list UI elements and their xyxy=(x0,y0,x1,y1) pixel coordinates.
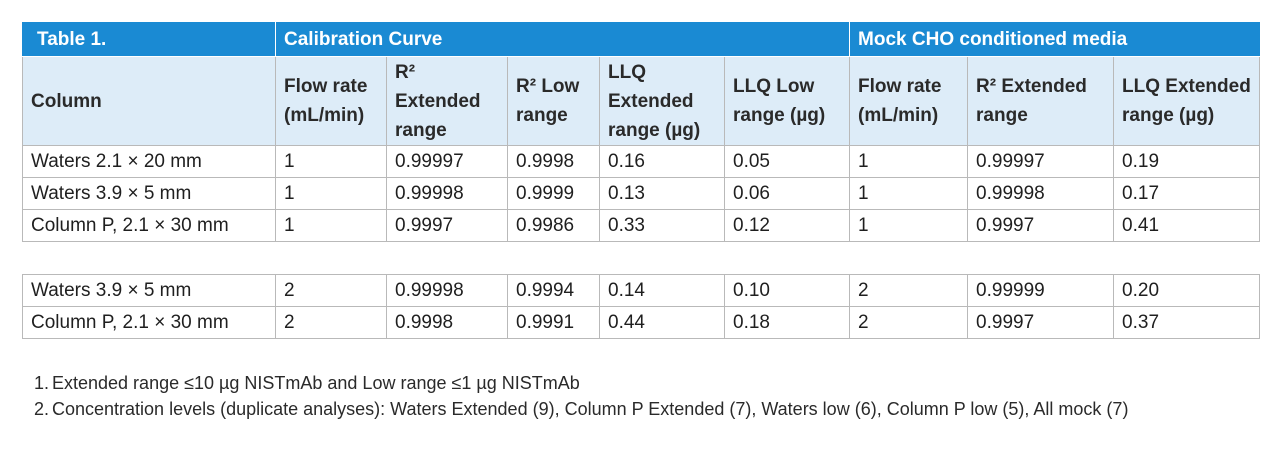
cell-mock-flow-rate: 1 xyxy=(849,145,969,178)
cell-mock-r2-extended: 0.99997 xyxy=(967,145,1115,178)
cell-llq-extended: 0.44 xyxy=(599,306,725,339)
header-flow-rate: Flow rate (mL/min) xyxy=(275,56,387,146)
cell-flow-rate: 1 xyxy=(275,145,387,178)
cell-mock-llq-extended: 0.17 xyxy=(1113,177,1261,210)
group-calibration-curve: Calibration Curve xyxy=(274,22,851,57)
cell-mock-r2-extended: 0.9997 xyxy=(967,306,1115,339)
footnotes: 1. Extended range ≤10 µg NISTmAb and Low… xyxy=(34,370,1254,422)
cell-mock-flow-rate: 2 xyxy=(849,274,969,307)
footnote-number: 2. xyxy=(34,399,50,419)
group-mock-cho: Mock CHO conditioned media xyxy=(849,22,1261,57)
cell-column: Column P, 2.1 × 30 mm xyxy=(22,209,276,242)
table-container: Table 1. Calibration Curve Mock CHO cond… xyxy=(22,22,1261,339)
cell-r2-low: 0.9986 xyxy=(507,209,600,242)
cell-llq-extended: 0.13 xyxy=(599,177,725,210)
table-row: Waters 3.9 × 5 mm 1 0.99998 0.9999 0.13 … xyxy=(22,177,1261,210)
header-r2-extended: R² Extended range xyxy=(386,56,508,146)
footnote-1: 1. Extended range ≤10 µg NISTmAb and Low… xyxy=(34,370,1254,396)
footnote-number: 1. xyxy=(34,373,50,393)
cell-llq-extended: 0.33 xyxy=(599,209,725,242)
cell-r2-low: 0.9991 xyxy=(507,306,600,339)
footnote-text: Concentration levels (duplicate analyses… xyxy=(52,399,1129,419)
cell-llq-extended: 0.14 xyxy=(599,274,725,307)
table-row: Waters 3.9 × 5 mm 2 0.99998 0.9994 0.14 … xyxy=(22,274,1261,307)
cell-flow-rate: 1 xyxy=(275,177,387,210)
cell-mock-flow-rate: 1 xyxy=(849,177,969,210)
header-mock-r2-extended: R² Extended range xyxy=(967,56,1115,146)
table-spacer-row xyxy=(22,241,1260,275)
cell-llq-low: 0.06 xyxy=(723,177,851,210)
header-mock-llq-extended: LLQ Extended range (µg) xyxy=(1113,56,1261,146)
cell-mock-flow-rate: 2 xyxy=(849,306,969,339)
cell-llq-low: 0.12 xyxy=(723,209,851,242)
cell-r2-extended: 0.99997 xyxy=(386,145,508,178)
cell-mock-llq-extended: 0.37 xyxy=(1113,306,1261,339)
table-row: Waters 2.1 × 20 mm 1 0.99997 0.9998 0.16… xyxy=(22,145,1261,178)
cell-flow-rate: 2 xyxy=(275,274,387,307)
header-llq-extended: LLQ Extended range (µg) xyxy=(599,56,725,146)
cell-mock-llq-extended: 0.41 xyxy=(1113,209,1261,242)
table-row: Column P, 2.1 × 30 mm 1 0.9997 0.9986 0.… xyxy=(22,209,1261,242)
cell-flow-rate: 2 xyxy=(275,306,387,339)
results-table: Table 1. Calibration Curve Mock CHO cond… xyxy=(22,22,1261,339)
header-column: Column xyxy=(22,56,276,146)
cell-llq-low: 0.10 xyxy=(723,274,851,307)
header-r2-low: R² Low range xyxy=(507,56,600,146)
cell-r2-extended: 0.99998 xyxy=(386,177,508,210)
cell-r2-extended: 0.9998 xyxy=(386,306,508,339)
cell-llq-extended: 0.16 xyxy=(599,145,725,178)
group-header-row: Table 1. Calibration Curve Mock CHO cond… xyxy=(22,22,1261,57)
cell-r2-low: 0.9998 xyxy=(507,145,600,178)
cell-llq-low: 0.18 xyxy=(723,306,851,339)
cell-llq-low: 0.05 xyxy=(723,145,851,178)
cell-r2-extended: 0.99998 xyxy=(386,274,508,307)
table-title: Table 1. xyxy=(22,22,276,57)
cell-flow-rate: 1 xyxy=(275,209,387,242)
spacer-cell xyxy=(22,241,1260,275)
cell-mock-llq-extended: 0.19 xyxy=(1113,145,1261,178)
header-mock-flow-rate: Flow rate (mL/min) xyxy=(849,56,969,146)
cell-mock-r2-extended: 0.9997 xyxy=(967,209,1115,242)
cell-mock-r2-extended: 0.99999 xyxy=(967,274,1115,307)
cell-r2-low: 0.9994 xyxy=(507,274,600,307)
cell-r2-extended: 0.9997 xyxy=(386,209,508,242)
cell-column: Column P, 2.1 × 30 mm xyxy=(22,306,276,339)
column-header-row: Column Flow rate (mL/min) R² Extended ra… xyxy=(22,56,1261,146)
table-row: Column P, 2.1 × 30 mm 2 0.9998 0.9991 0.… xyxy=(22,306,1261,339)
cell-mock-flow-rate: 1 xyxy=(849,209,969,242)
table-body: Waters 2.1 × 20 mm 1 0.99997 0.9998 0.16… xyxy=(22,145,1261,339)
cell-mock-r2-extended: 0.99998 xyxy=(967,177,1115,210)
cell-column: Waters 3.9 × 5 mm xyxy=(22,274,276,307)
cell-r2-low: 0.9999 xyxy=(507,177,600,210)
cell-column: Waters 3.9 × 5 mm xyxy=(22,177,276,210)
footnote-2: 2. Concentration levels (duplicate analy… xyxy=(34,396,1254,422)
cell-mock-llq-extended: 0.20 xyxy=(1113,274,1261,307)
cell-column: Waters 2.1 × 20 mm xyxy=(22,145,276,178)
footnote-text: Extended range ≤10 µg NISTmAb and Low ra… xyxy=(52,373,580,393)
header-llq-low: LLQ Low range (µg) xyxy=(723,56,851,146)
